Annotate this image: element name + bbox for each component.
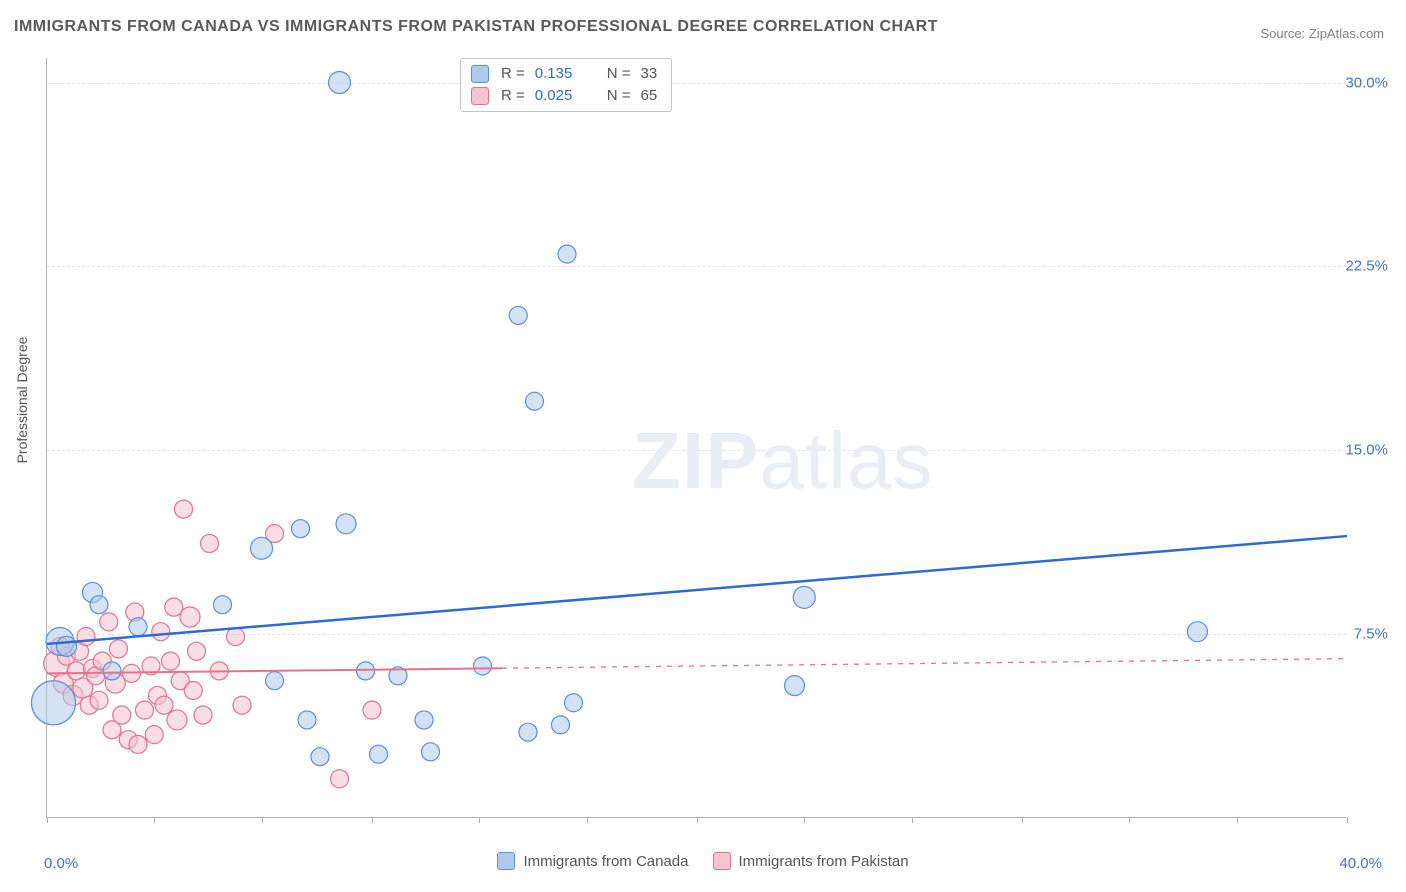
scatter-point — [793, 586, 815, 608]
trendline — [47, 536, 1347, 644]
scatter-point — [57, 636, 77, 656]
legend-swatch — [713, 852, 731, 870]
trendline-dashed — [502, 659, 1347, 669]
legend-r-label: R = — [501, 85, 525, 107]
legend-swatch — [471, 65, 489, 83]
scatter-point — [180, 607, 200, 627]
scatter-point — [311, 748, 329, 766]
scatter-point — [357, 662, 375, 680]
x-tick — [47, 817, 48, 823]
scatter-point — [129, 735, 147, 753]
legend-n-value: 33 — [641, 63, 658, 85]
scatter-point — [32, 681, 76, 725]
scatter-point — [526, 392, 544, 410]
scatter-point — [110, 640, 128, 658]
scatter-point — [90, 596, 108, 614]
x-tick — [1237, 817, 1238, 823]
legend-bottom-label: Immigrants from Canada — [523, 853, 688, 870]
scatter-point — [1188, 622, 1208, 642]
plot-svg — [47, 58, 1346, 817]
scatter-point — [162, 652, 180, 670]
scatter-point — [298, 711, 316, 729]
scatter-point — [251, 537, 273, 559]
y-axis-label: Professional Degree — [14, 337, 30, 464]
scatter-point — [233, 696, 251, 714]
plot-area: ZIPatlas — [46, 58, 1346, 818]
x-tick — [587, 817, 588, 823]
legend-swatch — [471, 87, 489, 105]
legend-top: R = 0.135 N = 33 R = 0.025 N = 65 — [460, 58, 672, 112]
scatter-point — [558, 245, 576, 263]
source-attribution: Source: ZipAtlas.com — [1260, 26, 1384, 41]
scatter-point — [422, 743, 440, 761]
x-tick — [697, 817, 698, 823]
legend-n-label: N = — [607, 85, 631, 107]
x-tick — [479, 817, 480, 823]
scatter-point — [552, 716, 570, 734]
x-tick — [1129, 817, 1130, 823]
x-tick — [804, 817, 805, 823]
x-tick — [154, 817, 155, 823]
scatter-point — [77, 628, 95, 646]
scatter-point — [175, 500, 193, 518]
legend-n-label: N = — [607, 63, 631, 85]
legend-r-value: 0.025 — [535, 85, 593, 107]
legend-top-row: R = 0.025 N = 65 — [471, 85, 657, 107]
x-tick — [372, 817, 373, 823]
x-tick — [262, 817, 263, 823]
scatter-point — [266, 672, 284, 690]
scatter-point — [331, 770, 349, 788]
x-tick — [1022, 817, 1023, 823]
scatter-point — [474, 657, 492, 675]
y-tick-label: 30.0% — [1345, 74, 1388, 91]
scatter-point — [201, 534, 219, 552]
legend-top-row: R = 0.135 N = 33 — [471, 63, 657, 85]
scatter-point — [227, 628, 245, 646]
chart-title: IMMIGRANTS FROM CANADA VS IMMIGRANTS FRO… — [14, 18, 938, 36]
scatter-point — [113, 706, 131, 724]
y-tick-label: 7.5% — [1354, 626, 1388, 643]
legend-r-value: 0.135 — [535, 63, 593, 85]
scatter-point — [184, 682, 202, 700]
y-tick-label: 22.5% — [1345, 258, 1388, 275]
scatter-point — [214, 596, 232, 614]
scatter-point — [67, 662, 85, 680]
scatter-point — [292, 520, 310, 538]
scatter-point — [136, 701, 154, 719]
scatter-point — [100, 613, 118, 631]
legend-swatch — [497, 852, 515, 870]
legend-n-value: 65 — [641, 85, 658, 107]
scatter-point — [519, 723, 537, 741]
scatter-point — [129, 618, 147, 636]
x-tick — [912, 817, 913, 823]
scatter-point — [188, 642, 206, 660]
scatter-point — [194, 706, 212, 724]
scatter-point — [363, 701, 381, 719]
legend-bottom-item: Immigrants from Pakistan — [713, 852, 909, 870]
scatter-point — [329, 72, 351, 94]
scatter-point — [370, 745, 388, 763]
scatter-point — [336, 514, 356, 534]
legend-bottom-item: Immigrants from Canada — [497, 852, 688, 870]
scatter-point — [415, 711, 433, 729]
scatter-point — [103, 662, 121, 680]
scatter-point — [90, 691, 108, 709]
scatter-point — [785, 676, 805, 696]
scatter-point — [145, 726, 163, 744]
y-tick-label: 15.0% — [1345, 442, 1388, 459]
scatter-point — [509, 306, 527, 324]
scatter-point — [155, 696, 173, 714]
legend-bottom-label: Immigrants from Pakistan — [739, 853, 909, 870]
scatter-point — [167, 710, 187, 730]
legend-r-label: R = — [501, 63, 525, 85]
legend-bottom: Immigrants from Canada Immigrants from Pa… — [0, 852, 1406, 874]
scatter-point — [565, 694, 583, 712]
scatter-point — [152, 623, 170, 641]
x-tick — [1347, 817, 1348, 823]
